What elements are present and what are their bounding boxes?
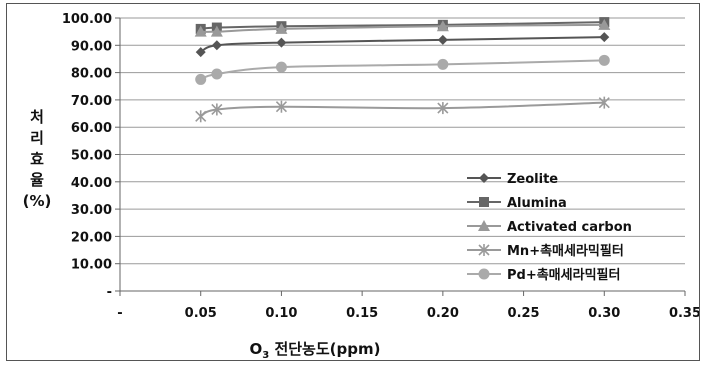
data-point (598, 54, 610, 66)
y-axis-label-line: 율 (30, 171, 44, 189)
y-tick-label: 60.00 (71, 121, 112, 136)
data-point (598, 96, 610, 109)
series-group (194, 17, 611, 123)
x-axis-label-main: O (250, 340, 263, 358)
data-point (275, 100, 287, 113)
data-point (599, 32, 610, 43)
data-point (195, 73, 207, 85)
x-axis-label-rest: 전단농도(ppm) (269, 340, 380, 358)
data-point (275, 61, 287, 73)
x-axis-label-sub: 3 (262, 350, 269, 360)
x-tick-labels: - 0.05 0.10 0.15 0.20 0.25 0.30 0.35 (117, 306, 701, 321)
axes (115, 17, 686, 296)
data-point (210, 25, 223, 37)
y-tick-label: 20.00 (71, 230, 112, 245)
data-point (437, 102, 449, 115)
y-axis-label-line: (%) (23, 192, 52, 210)
data-point (437, 58, 449, 70)
x-tick-label: 0.25 (508, 306, 540, 321)
data-point (195, 110, 207, 123)
legend-label: Mn+촉매세라믹필터 (507, 243, 624, 259)
x-tick-label: 0.15 (346, 306, 378, 321)
legend-marker (479, 173, 489, 183)
data-point (275, 22, 288, 34)
x-tick-label: - (117, 306, 122, 321)
legend-label: Pd+촉매세라믹필터 (507, 267, 620, 283)
x-tick-label: 0.20 (427, 306, 459, 321)
series-line (200, 59, 605, 81)
data-point (276, 37, 287, 48)
y-tick-label: 40.00 (71, 176, 112, 191)
x-tick-label: 0.35 (669, 306, 699, 321)
y-tick-label: 70.00 (71, 94, 112, 109)
series-line (200, 101, 605, 118)
x-tick-label: 0.30 (588, 306, 620, 321)
y-tick-label: 50.00 (71, 149, 112, 164)
data-point (195, 47, 206, 58)
legend-marker (478, 220, 490, 231)
y-tick-labels: - 10.00 20.00 30.00 40.00 50.00 60.00 70.00 80.0… (62, 12, 112, 300)
legend-label: Activated carbon (507, 220, 632, 235)
y-axis-label-line: 효 (30, 150, 44, 168)
y-axis-label-line: 리 (30, 129, 44, 147)
y-tick-label: 30.00 (71, 203, 112, 218)
y-tick-label: 80.00 (71, 67, 112, 82)
legend-marker (478, 268, 490, 280)
data-point (211, 103, 223, 116)
data-point (194, 25, 207, 37)
legend-label: Alumina (507, 196, 567, 211)
legend: Zeolite Alumina Activated carbon Mn+촉매세라믹필터… (467, 172, 632, 283)
data-point (598, 18, 611, 30)
series-2 (194, 18, 611, 37)
chart-frame: - 10.00 20.00 30.00 40.00 50.00 60.00 70.00 80.0… (6, 3, 701, 361)
legend-marker (478, 244, 490, 256)
legend-label: Zeolite (507, 172, 558, 187)
data-point (437, 34, 448, 45)
x-tick-label: 0.10 (265, 306, 297, 321)
line-chart: - 10.00 20.00 30.00 40.00 50.00 60.00 70.00 80.0… (23, 12, 701, 361)
y-tick-label: 90.00 (71, 39, 112, 54)
data-point (436, 20, 449, 32)
x-tick-label: 0.05 (185, 306, 217, 321)
y-axis-label-line: 처 (30, 108, 44, 126)
y-tick-label: 10.00 (71, 258, 112, 273)
series-0 (195, 32, 610, 58)
grid-lines (120, 17, 685, 265)
y-tick-label: 100.00 (62, 12, 112, 27)
legend-marker (479, 197, 489, 207)
series-3 (195, 96, 610, 123)
series-4 (195, 54, 610, 85)
series-line (200, 36, 605, 54)
data-point (211, 68, 223, 80)
y-tick-label: - (107, 285, 112, 300)
data-point (211, 40, 222, 51)
x-axis-label: O3 전단농도(ppm) (250, 340, 381, 360)
